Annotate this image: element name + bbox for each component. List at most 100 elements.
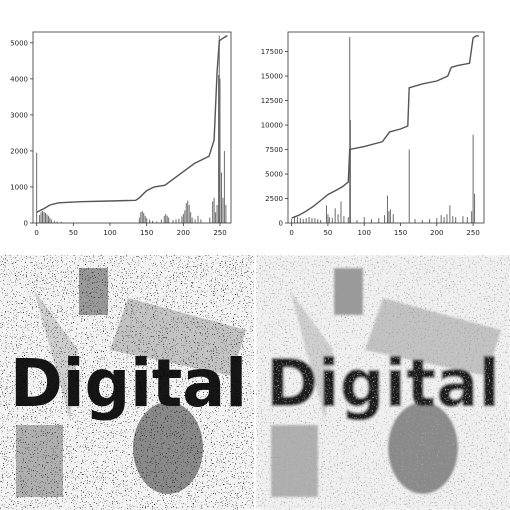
ellipse-shape <box>388 402 458 494</box>
histogram-bar <box>47 215 49 223</box>
histogram-bar <box>50 219 52 223</box>
histogram-bar <box>296 217 298 223</box>
x-tick-label: 0 <box>34 229 38 237</box>
histogram-bar <box>44 212 46 223</box>
histogram-bar <box>466 217 468 223</box>
y-tick-label: 4000 <box>10 75 28 83</box>
histogram-bar <box>218 35 220 223</box>
histogram-bar <box>215 212 217 223</box>
histogram-bar <box>308 217 310 223</box>
histogram-bar <box>384 215 386 223</box>
histogram-bar <box>443 217 445 223</box>
histogram-bar <box>225 204 227 223</box>
histogram-bar <box>160 219 162 223</box>
histogram-bar <box>294 216 296 223</box>
histogram-bar <box>152 220 154 223</box>
histogram-bar <box>61 221 63 223</box>
histogram-bar <box>184 210 186 223</box>
histogram-bar <box>156 221 158 223</box>
histogram-bar <box>455 217 457 223</box>
histogram-bar <box>140 212 142 223</box>
histogram-bar <box>42 211 44 223</box>
histogram-bar <box>182 213 184 223</box>
tall-rectangle-shape <box>16 425 63 497</box>
rotated-rectangle-shape <box>110 298 246 376</box>
histogram-bar <box>392 214 394 223</box>
histogram-bar <box>165 213 167 223</box>
histogram-bar <box>138 217 140 223</box>
triangle-shape <box>34 290 78 420</box>
histogram-bar <box>143 212 145 223</box>
histogram-bar <box>389 209 391 223</box>
histogram-bar <box>343 216 345 223</box>
histogram-bar <box>49 217 51 223</box>
bars-group <box>291 36 476 224</box>
x-tick-label: 50 <box>323 229 332 237</box>
histogram-bar <box>222 197 224 223</box>
histogram-chart-filtered: 0 50 100 150 200 250 0 2500 5000 7500 10000 12500 1… <box>261 31 485 237</box>
histogram-bar <box>436 218 438 223</box>
histogram-bar <box>446 214 448 223</box>
histogram-bar <box>349 36 351 224</box>
histogram-bar <box>472 134 474 223</box>
histogram-bar <box>178 218 180 223</box>
histogram-bar <box>299 218 301 223</box>
x-tick-label: 150 <box>394 229 407 237</box>
histogram-bar <box>356 220 358 223</box>
histogram-bar <box>314 218 316 223</box>
y-tick-label: 17500 <box>261 48 283 56</box>
histogram-bar <box>181 216 183 223</box>
x-axis: 0 50 100 150 200 250 <box>289 223 480 237</box>
x-tick-label: 250 <box>213 229 226 237</box>
histogram-bar <box>190 212 192 223</box>
rotated-rectangle-shape <box>365 298 501 376</box>
histogram-bar <box>187 200 189 223</box>
histogram-bar <box>200 219 202 223</box>
x-axis: 0 50 100 150 200 250 <box>34 223 227 237</box>
y-tick-label: 7500 <box>265 146 283 154</box>
histogram-bar <box>429 219 431 223</box>
histogram-bar <box>168 217 170 223</box>
histogram-bar <box>220 172 222 223</box>
digital-text: Digital <box>10 345 247 422</box>
y-tick-label: 5000 <box>10 39 28 47</box>
histogram-bar <box>212 201 214 223</box>
histogram-bar <box>363 217 365 223</box>
plot-frame <box>32 31 232 224</box>
histogram-bar <box>163 215 165 223</box>
histogram-bar <box>337 214 339 223</box>
histogram-bar <box>347 217 349 223</box>
histogram-bar <box>175 219 177 223</box>
histogram-bar <box>320 220 322 223</box>
small-rectangle-shape <box>334 268 363 315</box>
y-tick-label: 2000 <box>10 147 28 155</box>
ellipse-shape <box>133 402 203 494</box>
y-tick-label: 1000 <box>10 183 28 191</box>
plot-frame <box>287 31 485 224</box>
histogram-bar <box>452 216 454 223</box>
histogram-bar <box>213 197 215 223</box>
histogram-bar <box>188 204 190 223</box>
histogram-bar <box>185 203 187 223</box>
histogram-bar <box>291 219 293 223</box>
histogram-bar <box>474 193 476 223</box>
histogram-bar <box>53 220 55 223</box>
histogram-bar <box>223 150 225 223</box>
x-tick-label: 50 <box>69 229 78 237</box>
histogram-bar <box>328 217 330 223</box>
filtered-image-panel: Digital <box>256 255 510 510</box>
histogram-bar <box>141 211 143 223</box>
histogram-bar <box>331 218 333 223</box>
x-tick-label: 200 <box>177 229 190 237</box>
histogram-bar <box>421 220 423 223</box>
histogram-bar <box>302 219 304 223</box>
histogram-bar <box>440 215 442 223</box>
histogram-bar <box>414 219 416 223</box>
histogram-bar <box>209 217 211 223</box>
histogram-bar <box>40 212 42 223</box>
y-axis: 0 2500 5000 7500 10000 12500 15000 17500 <box>261 48 288 228</box>
histogram-bar <box>219 78 221 223</box>
histogram-bar <box>388 211 390 223</box>
histogram-bar <box>471 211 473 223</box>
